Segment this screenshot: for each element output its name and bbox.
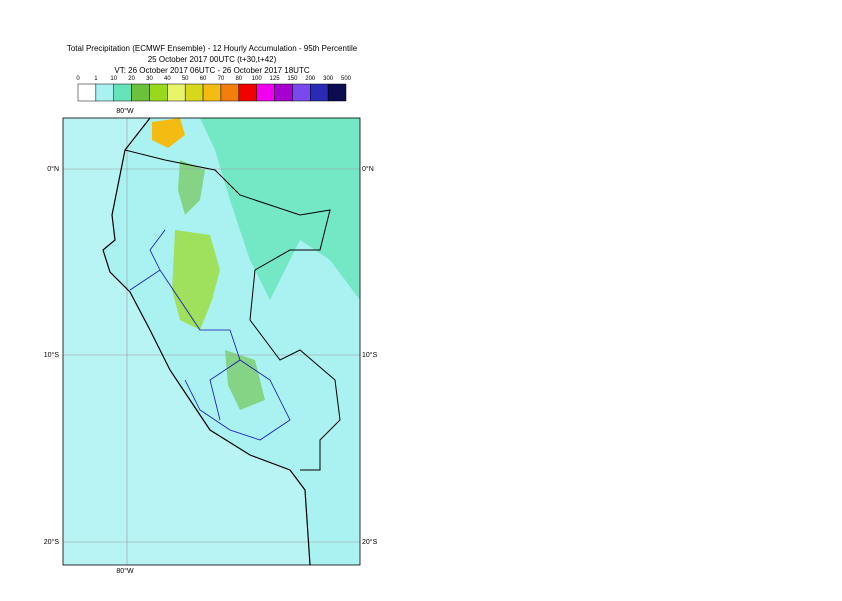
legend-swatch — [184, 83, 204, 102]
lat-label: 0°N — [362, 165, 374, 173]
lon-label: 80°W — [116, 107, 134, 115]
map — [62, 117, 361, 566]
valid-time: VT: 26 October 2017 06UTC - 26 October 2… — [114, 66, 309, 75]
legend-label: 300 — [323, 76, 334, 82]
legend: 0 1 10 20 30 40 50 60 70 80 100 125 150 200 300 500 — [76, 76, 352, 102]
legend-label: 1 — [94, 76, 98, 82]
legend-label: 100 — [252, 76, 263, 82]
lat-label: 10°S — [362, 351, 378, 359]
legend-swatch — [113, 83, 132, 102]
lat-label: 10°S — [44, 351, 60, 359]
legend-label: 500 — [341, 76, 352, 82]
lat-label: 0°N — [47, 165, 59, 173]
lon-label: 80°W — [116, 567, 134, 575]
legend-swatch — [131, 83, 150, 102]
subtitle: 25 October 2017 00UTC (t+30,t+42) — [148, 55, 277, 64]
legend-label: 10 — [110, 76, 117, 82]
lat-label: 20°S — [44, 538, 60, 546]
legend-swatch — [310, 83, 329, 102]
map-frame — [62, 117, 361, 566]
legend-swatch — [327, 83, 347, 102]
legend-label: 0 — [76, 76, 80, 82]
legend-swatch — [256, 83, 275, 102]
legend-swatch — [149, 83, 168, 102]
legend-label: 70 — [218, 76, 225, 82]
ocean — [63, 118, 310, 565]
precip-area — [152, 118, 185, 148]
region-boundary — [129, 229, 291, 441]
precip-area — [225, 350, 265, 410]
legend-label: 50 — [182, 76, 189, 82]
title: Total Precipitation (ECMWF Ensemble) - 1… — [67, 44, 358, 53]
legend-label: 30 — [146, 76, 153, 82]
coastline — [102, 117, 311, 566]
legend-swatch — [95, 83, 114, 102]
legend-label: 20 — [128, 76, 135, 82]
legend-label: 40 — [164, 76, 171, 82]
legend-swatch — [77, 83, 97, 102]
border — [124, 149, 341, 471]
legend-label: 80 — [235, 76, 242, 82]
lat-label: 20°S — [362, 538, 378, 546]
legend-swatch — [202, 83, 222, 102]
precip-area — [178, 160, 205, 215]
legend-swatch — [220, 83, 240, 102]
legend-label: 125 — [270, 76, 281, 82]
legend-swatch — [274, 83, 293, 102]
legend-label: 150 — [287, 76, 298, 82]
precip-area — [172, 230, 220, 330]
legend-swatch — [167, 83, 186, 102]
legend-swatch — [292, 83, 311, 102]
legend-label: 60 — [200, 76, 207, 82]
legend-swatch — [238, 83, 257, 102]
legend-label: 200 — [305, 76, 316, 82]
precip-area — [200, 118, 360, 300]
